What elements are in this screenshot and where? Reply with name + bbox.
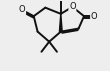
Text: O: O (19, 5, 25, 14)
Text: O: O (69, 2, 76, 11)
Text: O: O (91, 12, 97, 21)
Polygon shape (59, 14, 62, 32)
